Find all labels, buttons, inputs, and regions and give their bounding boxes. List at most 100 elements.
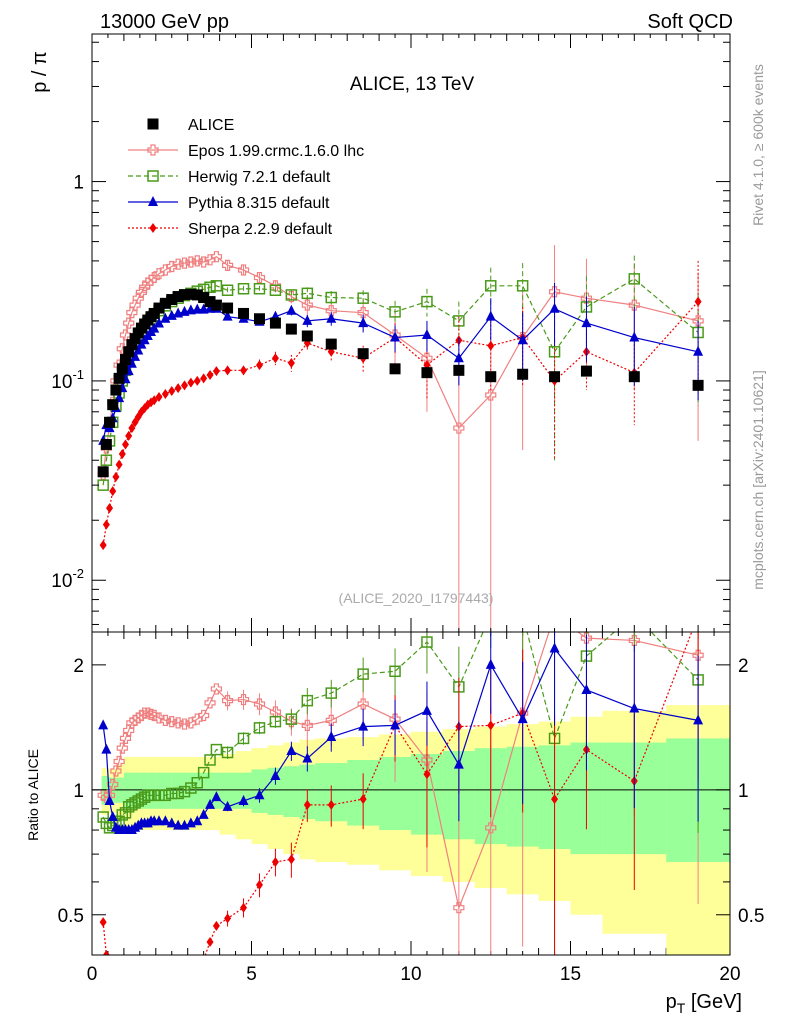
uncertainty-bands — [101, 705, 730, 955]
legend-item: Pythia 8.315 default — [128, 195, 330, 212]
data-point — [286, 745, 297, 756]
data-point — [549, 302, 560, 313]
y-tick-label: 1 — [73, 173, 84, 194]
data-point — [145, 708, 157, 720]
data-point — [185, 256, 197, 268]
data-point — [695, 611, 702, 621]
series-line — [102, 301, 699, 546]
data-point — [187, 377, 195, 388]
data-point — [106, 964, 113, 974]
data-point — [423, 769, 431, 780]
data-point — [153, 789, 165, 802]
data-point — [254, 789, 265, 800]
data-point — [148, 196, 158, 206]
data-point — [237, 693, 250, 706]
data-point — [287, 854, 295, 865]
data-point — [181, 969, 188, 979]
data-point — [144, 959, 151, 969]
data-point — [203, 954, 204, 955]
data-point — [549, 642, 560, 653]
data-point — [102, 950, 110, 955]
data-point — [110, 384, 122, 396]
data-point — [135, 959, 142, 969]
data-point — [141, 959, 148, 969]
data-point — [270, 769, 281, 780]
mcplots-label: mcplots.cern.ch [arXiv:2401.10621] — [750, 370, 766, 589]
data-point — [194, 964, 201, 974]
data-point — [302, 314, 313, 325]
data-point — [581, 317, 592, 328]
legend-item: ALICE — [147, 117, 234, 134]
data-point — [204, 754, 216, 766]
y-tick-label: 2 — [73, 656, 84, 677]
data-point — [138, 959, 145, 969]
data-point — [178, 785, 191, 798]
header-left: 13000 GeV pp — [100, 11, 229, 33]
data-point — [172, 258, 184, 270]
data-point — [174, 383, 182, 394]
data-point — [198, 292, 210, 304]
data-point — [125, 430, 133, 441]
data-point — [548, 286, 561, 298]
data-point — [112, 964, 119, 974]
data-point — [153, 815, 164, 826]
data-point — [172, 291, 184, 303]
legend-item: Herwig 7.2.1 default — [128, 169, 331, 186]
data-point — [453, 902, 465, 914]
legend-label: ALICE — [188, 117, 234, 134]
ratio-series — [97, 611, 704, 979]
data-point — [132, 292, 144, 304]
data-point — [389, 363, 401, 375]
data-point — [150, 395, 158, 406]
data-point — [485, 658, 496, 669]
data-point — [104, 416, 116, 428]
data-point — [139, 281, 151, 293]
data-point — [119, 354, 131, 366]
data-point — [221, 259, 234, 271]
data-point — [100, 438, 112, 450]
data-point — [172, 717, 184, 729]
data-point — [212, 920, 220, 931]
legend-item: Sherpa 2.2.9 default — [128, 221, 333, 238]
data-point — [285, 323, 297, 335]
data-point — [421, 328, 432, 339]
data-point — [692, 315, 704, 327]
data-point — [222, 302, 234, 314]
data-point — [133, 344, 144, 355]
data-point — [326, 312, 337, 323]
series-line — [102, 308, 699, 442]
band-inner — [283, 766, 300, 818]
data-point — [693, 714, 704, 725]
data-point — [107, 778, 119, 791]
data-point — [106, 503, 114, 514]
data-point — [119, 807, 132, 819]
y-tick-exponent: -2 — [72, 566, 84, 581]
data-point — [122, 801, 135, 813]
series-alice — [97, 288, 704, 478]
data-point — [237, 732, 250, 745]
data-point — [359, 794, 367, 805]
data-point — [192, 815, 203, 826]
y-axis-label-main: p / π — [29, 51, 51, 93]
data-point — [153, 302, 165, 314]
data-point — [132, 712, 144, 724]
data-point — [148, 964, 155, 974]
data-point — [166, 294, 178, 306]
rivet-label: Rivet 4.1.0, ≥ 600k events — [750, 64, 766, 226]
data-point — [121, 439, 129, 450]
data-point — [191, 255, 203, 267]
data-point — [222, 310, 233, 321]
data-point — [421, 367, 433, 379]
data-point — [628, 634, 640, 647]
data-point — [147, 170, 159, 182]
data-point — [390, 719, 401, 730]
band-inner — [219, 772, 237, 809]
data-point — [237, 264, 250, 276]
data-point — [255, 360, 263, 371]
data-point — [485, 389, 497, 401]
data-point — [116, 742, 128, 754]
analysis-annotation: (ALICE_2020_I1797443) — [339, 590, 494, 606]
x-tick-label: 5 — [246, 964, 257, 985]
data-point — [390, 331, 401, 342]
